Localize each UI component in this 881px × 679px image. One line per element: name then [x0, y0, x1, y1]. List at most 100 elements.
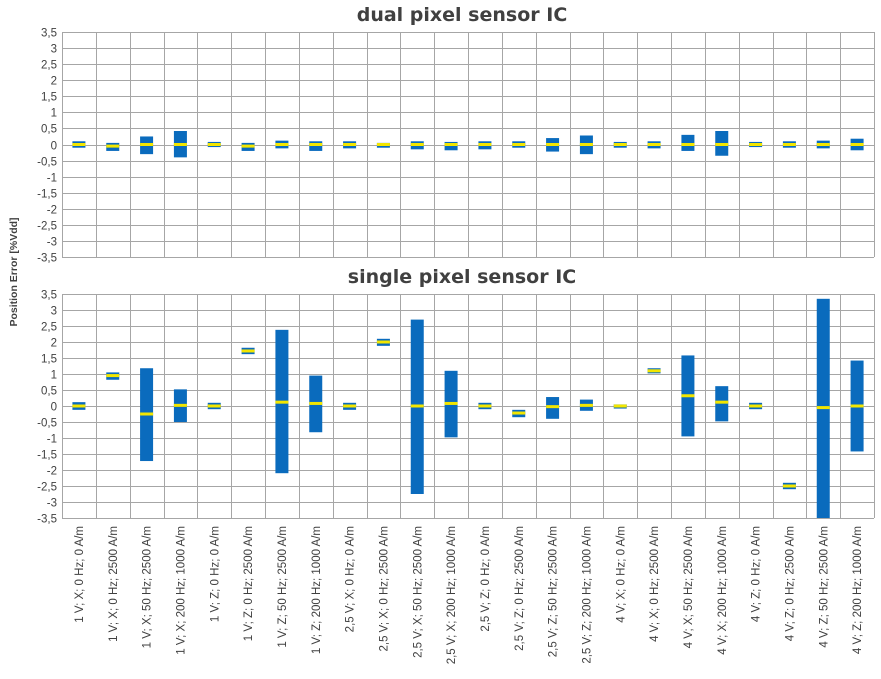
x-tick-label: 1 V; Z; 50 Hz; 2500 A/m	[277, 526, 289, 648]
y-tick-label: 3	[51, 306, 57, 318]
x-tick-label: 4 V; X; 50 Hz; 2500 A/m	[683, 526, 695, 648]
mean-marker	[410, 404, 424, 408]
mean-marker	[241, 144, 255, 148]
y-tick-label: 0	[51, 402, 57, 414]
y-tick-label: 3,5	[41, 290, 57, 302]
mean-marker	[749, 404, 763, 408]
range-bar	[309, 141, 323, 151]
mean-marker	[478, 143, 492, 146]
x-tick-label: 2,5 V; X; 50 Hz; 2500 A/m	[412, 526, 424, 658]
x-tick-label: 1 V; X; 50 Hz; 2500 A/m	[142, 526, 154, 648]
mean-marker	[512, 411, 526, 415]
mean-marker	[106, 374, 120, 378]
mean-marker	[749, 143, 763, 146]
mean-marker	[275, 400, 289, 404]
x-tick-label: 1 V; Z; 0 Hz; 2500 A/m	[243, 526, 255, 641]
y-tick-label: -2	[47, 205, 57, 217]
y-tick-label: 0	[51, 141, 57, 153]
x-tick-label: 4 V; X; 0 Hz; 2500 A/m	[649, 526, 661, 642]
x-tick-label: 2,5 V; Z; 0 Hz; 0 A/m	[480, 526, 492, 632]
x-tick-label: 2,5 V; X; 0 Hz; 0 A/m	[345, 526, 357, 632]
mean-marker	[715, 400, 729, 404]
mean-marker	[343, 404, 357, 408]
y-tick-label: -1,5	[37, 189, 57, 201]
mean-marker	[275, 143, 289, 146]
range-bar	[681, 134, 695, 151]
mean-marker	[782, 484, 796, 488]
mean-marker	[241, 349, 255, 353]
x-tick-label: 1 V; X; 0 Hz; 2500 A/m	[108, 526, 120, 642]
mean-marker	[478, 404, 492, 408]
x-tick-label: 1 V; X; 0 Hz; 0 A/m	[74, 526, 86, 623]
mean-marker	[376, 143, 390, 146]
mean-marker	[444, 401, 458, 405]
y-tick-label: 3,5	[41, 28, 57, 40]
y-tick-label: -2	[47, 466, 57, 478]
mean-marker	[309, 401, 323, 405]
y-tick-label: 1,5	[41, 92, 57, 104]
y-tick-label: -3,5	[37, 514, 57, 526]
mean-marker	[816, 143, 830, 146]
mean-marker	[140, 143, 154, 146]
y-tick-label: -3,5	[37, 253, 57, 265]
x-tick-label: 1 V; X; 200 Hz; 1000 A/m	[175, 526, 187, 655]
mean-marker	[850, 143, 864, 146]
y-tick-label: 1,5	[41, 354, 57, 366]
y-tick-label: -1,5	[37, 450, 57, 462]
y-tick-label: -2,5	[37, 221, 57, 233]
mean-marker	[173, 143, 187, 146]
mean-marker	[207, 404, 221, 408]
mean-marker	[579, 143, 593, 146]
mean-marker	[140, 412, 154, 416]
x-tick-label: 2,5 V; Z; 200 Hz; 1000 A/m	[581, 526, 593, 664]
y-tick-label: -3	[47, 237, 57, 249]
x-tick-label: 4 V; Z; 0 Hz; 2500 A/m	[784, 526, 796, 641]
x-tick-label: 4 V; Z; 50 Hz; 2500 A/m	[818, 526, 830, 648]
x-axis-labels: 1 V; X; 0 Hz; 0 A/m 1 V; X; 0 Hz; 2500 A/…	[74, 526, 864, 664]
y-tick-label: 0,5	[41, 124, 57, 136]
mean-marker	[681, 394, 695, 398]
x-tick-label: 4 V; X; 0 Hz; 0 A/m	[615, 526, 627, 623]
y-tick-label: -1	[47, 434, 57, 446]
x-tick-label: 1 V; Z; 200 Hz; 1000 A/m	[311, 526, 323, 654]
y-tick-label: 0,5	[41, 386, 57, 398]
mean-marker	[376, 340, 390, 344]
y-tick-label: 2,5	[41, 322, 57, 334]
x-tick-label: 1 V; Z; 0 Hz; 0 A/m	[209, 526, 221, 622]
mean-marker	[546, 143, 560, 146]
x-tick-label: 2,5 V; Z; 0 Hz; 2500 A/m	[514, 526, 526, 651]
mean-marker	[850, 404, 864, 408]
y-tick-label: 2,5	[41, 60, 57, 72]
mean-marker	[681, 143, 695, 146]
mean-marker	[72, 404, 86, 408]
mean-marker	[106, 144, 120, 148]
y-tick-label: 3	[51, 44, 57, 56]
y-tick-label: 1	[51, 370, 57, 382]
y-tick-label: -0,5	[37, 418, 57, 430]
panel-1: dual pixel sensor IC 3,5 3 2,5 2 1,5 1 0,5 0 -0,5…	[37, 4, 875, 265]
y-tick-label: 1	[51, 108, 57, 120]
mean-marker	[647, 143, 661, 146]
range-bar	[444, 141, 458, 151]
mean-marker	[816, 406, 830, 410]
mean-marker	[72, 143, 86, 146]
mean-marker	[173, 403, 187, 407]
y-axis-label: Position Error [%Vdd]	[8, 217, 20, 326]
x-tick-label: 4 V; X; 200 Hz; 1000 A/m	[717, 526, 729, 655]
mean-marker	[647, 369, 661, 373]
mean-marker	[782, 143, 796, 146]
y-tick-label: 2	[51, 338, 57, 350]
mean-marker	[579, 403, 593, 407]
range-bar	[715, 386, 729, 422]
plots: dual pixel sensor IC 3,5 3 2,5 2 1,5 1 0,5 0 -0,5…	[37, 4, 875, 664]
y-tick-label: -1	[47, 173, 57, 185]
mean-marker	[410, 143, 424, 146]
y-tick-label: -0,5	[37, 157, 57, 169]
panel-title: dual pixel sensor IC	[357, 4, 568, 26]
mean-marker	[613, 143, 627, 146]
mean-marker	[444, 143, 458, 146]
mean-marker	[512, 143, 526, 146]
mean-marker	[207, 143, 221, 146]
y-tick-label: -3	[47, 498, 57, 510]
